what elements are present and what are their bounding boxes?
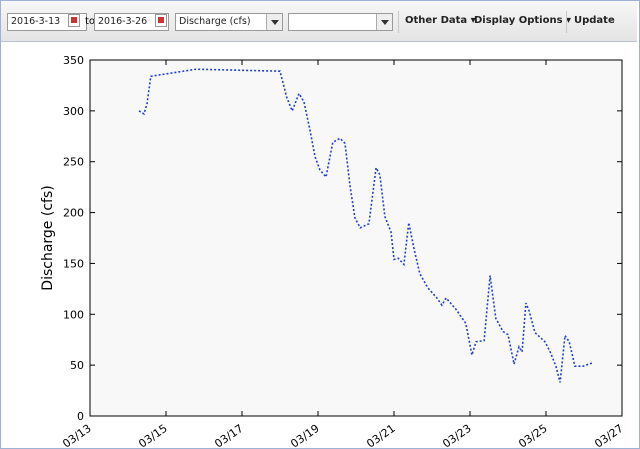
- y-axis-label: Discharge (cfs): [40, 185, 56, 290]
- y-tick-label: 250: [63, 156, 84, 169]
- x-tick-label: 03/21: [364, 422, 397, 449]
- y-tick-label: 100: [63, 308, 84, 321]
- second-select[interactable]: [288, 13, 393, 31]
- y-tick-label: 350: [63, 54, 84, 67]
- calendar-button[interactable]: [155, 14, 167, 27]
- menu-label: Display Options: [474, 15, 563, 26]
- start-date-input[interactable]: 2016-3-13: [7, 13, 87, 31]
- x-tick-label: 03/15: [136, 422, 169, 449]
- parameter-value: Discharge (cfs): [179, 16, 251, 27]
- x-tick-label: 03/17: [212, 422, 245, 449]
- update-button[interactable]: Update: [574, 15, 615, 26]
- x-tick-label: 03/25: [516, 422, 549, 449]
- plot-area: [89, 59, 623, 417]
- end-date-input[interactable]: 2016-3-26: [94, 13, 169, 31]
- x-tick-label: 03/23: [440, 422, 473, 449]
- x-tick-label: 03/19: [288, 422, 321, 449]
- calendar-button[interactable]: [68, 14, 80, 27]
- x-tick-label: 03/13: [60, 422, 93, 449]
- parameter-select[interactable]: Discharge (cfs): [175, 13, 283, 31]
- separator: [566, 11, 567, 33]
- toolbar: 2016-3-13 to 2016-3-26 Discharge (cfs) O…: [1, 1, 637, 42]
- to-label: to: [85, 16, 96, 27]
- x-tick-label: 03/27: [592, 422, 625, 449]
- dropdown-arrow: [266, 14, 282, 30]
- display-options-menu[interactable]: Display Options ▾: [474, 15, 572, 26]
- y-tick-label: 200: [63, 207, 84, 220]
- y-tick-label: 50: [70, 359, 84, 372]
- separator: [398, 11, 399, 33]
- y-tick-label: 0: [77, 410, 84, 423]
- menu-label: Other Data: [405, 15, 468, 26]
- dropdown-arrow: [376, 14, 392, 30]
- data-line: [138, 68, 593, 383]
- y-tick-label: 300: [63, 105, 84, 118]
- other-data-menu[interactable]: Other Data ▾: [405, 15, 476, 26]
- y-tick-label: 150: [63, 257, 84, 270]
